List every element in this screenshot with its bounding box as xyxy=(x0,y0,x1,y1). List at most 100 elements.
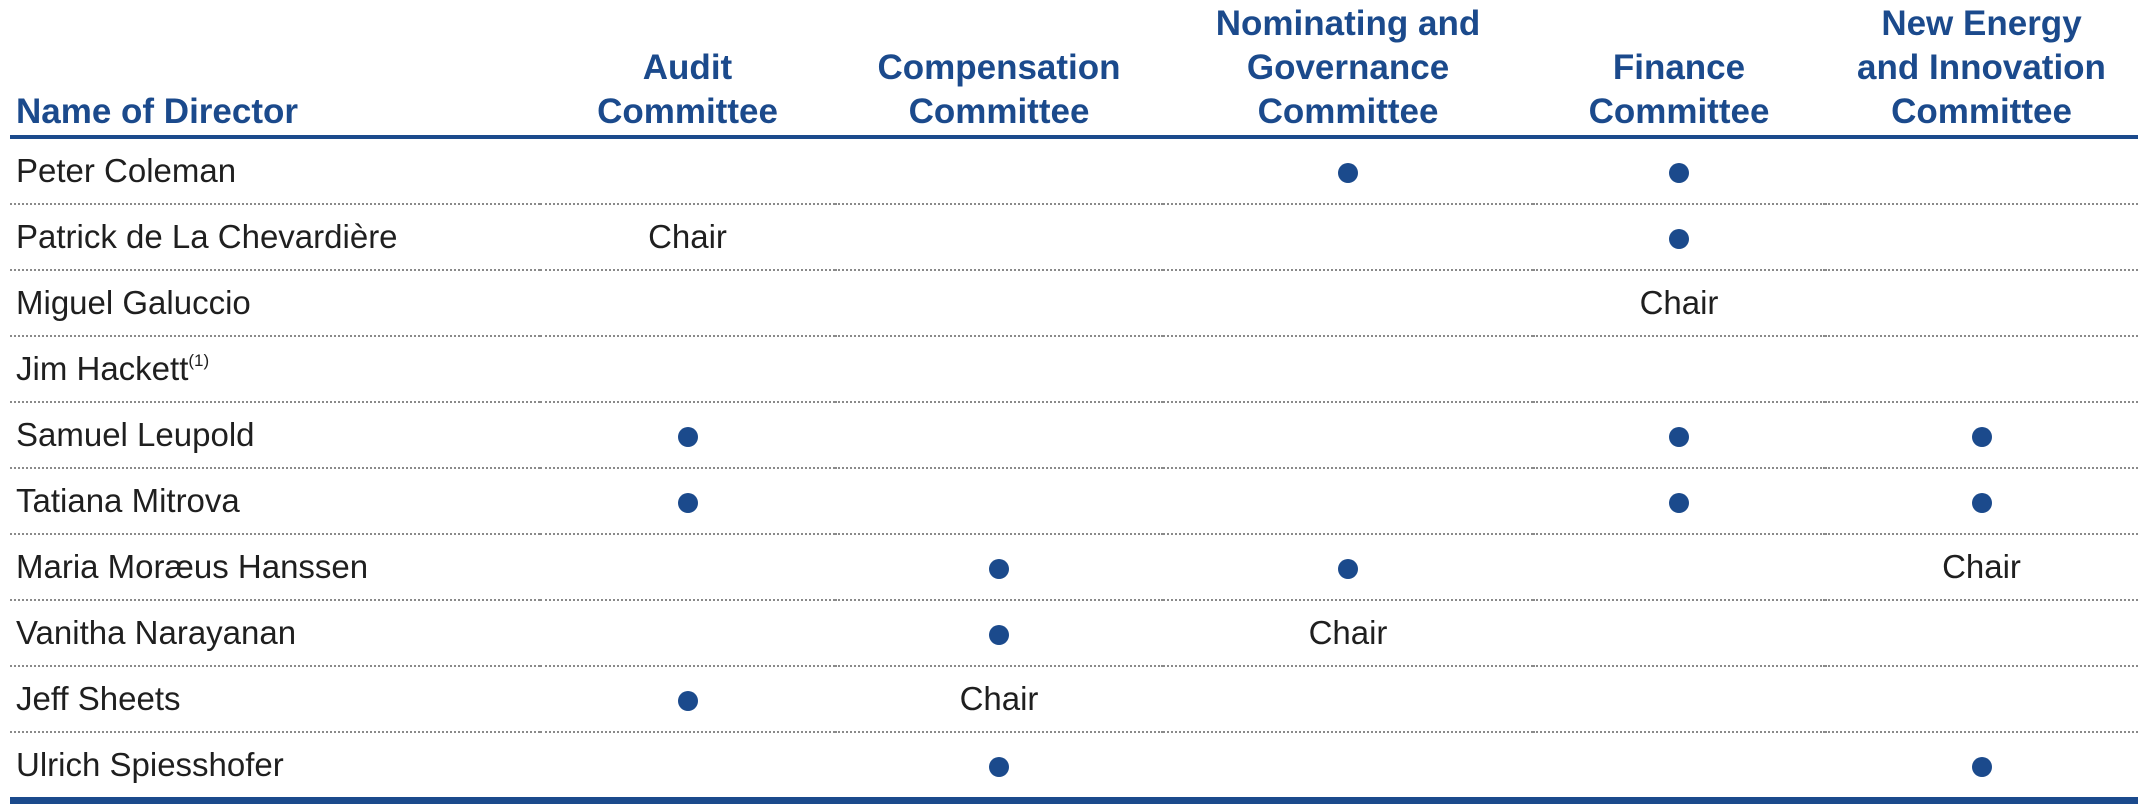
director-name: Peter Coleman xyxy=(16,152,237,189)
nominating-governance-cell xyxy=(1163,666,1533,733)
audit-cell xyxy=(540,402,835,469)
table-row: Samuel Leupold xyxy=(10,402,2138,469)
member-dot-icon xyxy=(989,757,1009,778)
new-energy-innovation-cell xyxy=(1825,270,2138,337)
header-line: Nominating and xyxy=(1215,4,1481,43)
new-energy-innovation-cell xyxy=(1825,468,2138,535)
chair-label: Chair xyxy=(648,218,727,255)
director-name: Samuel Leupold xyxy=(16,416,255,453)
nominating-governance-cell xyxy=(1163,468,1533,535)
audit-cell xyxy=(540,600,835,667)
nominating-governance-cell xyxy=(1163,402,1533,469)
audit-cell xyxy=(540,534,835,601)
director-name-cell: Jim Hackett(1) xyxy=(10,336,540,403)
director-name-cell: Tatiana Mitrova xyxy=(10,468,540,535)
table-row: Jeff Sheets Chair xyxy=(10,666,2138,733)
compensation-cell xyxy=(835,270,1163,337)
member-dot-icon xyxy=(1669,229,1689,250)
audit-cell xyxy=(540,666,835,733)
new-energy-innovation-cell xyxy=(1825,732,2138,804)
member-dot-icon xyxy=(677,493,698,514)
director-name: Patrick de La Chevardière xyxy=(16,218,398,255)
finance-cell xyxy=(1533,600,1825,667)
compensation-cell xyxy=(835,600,1163,667)
nominating-governance-cell xyxy=(1163,336,1533,403)
new-energy-innovation-cell xyxy=(1825,402,2138,469)
compensation-cell xyxy=(835,534,1163,601)
new-energy-innovation-cell xyxy=(1825,600,2138,667)
compensation-cell xyxy=(835,137,1163,205)
director-name-cell: Peter Coleman xyxy=(10,137,540,205)
finance-cell xyxy=(1533,534,1825,601)
member-dot-icon xyxy=(1669,427,1689,448)
table-row: Maria Moræus Hanssen Chair xyxy=(10,534,2138,601)
header-compensation-committee: Compensation Committee xyxy=(835,0,1163,139)
table-header: Name of Director Audit Committee Compens… xyxy=(10,0,2138,139)
table-row: Peter Coleman xyxy=(10,137,2138,205)
finance-cell: Chair xyxy=(1533,270,1825,337)
finance-cell xyxy=(1533,666,1825,733)
member-dot-icon xyxy=(1971,493,1992,514)
finance-cell xyxy=(1533,336,1825,403)
table-row: Jim Hackett(1) xyxy=(10,336,2138,403)
header-audit-committee: Audit Committee xyxy=(540,0,835,139)
member-dot-icon xyxy=(1338,163,1358,184)
director-name-cell: Jeff Sheets xyxy=(10,666,540,733)
audit-cell xyxy=(540,468,835,535)
header-line: Governance xyxy=(1246,48,1450,87)
header-line: Committee xyxy=(1588,92,1770,131)
chair-label: Chair xyxy=(1639,284,1719,321)
nominating-governance-cell: Chair xyxy=(1163,600,1533,667)
compensation-cell xyxy=(835,204,1163,271)
audit-cell: Chair xyxy=(540,204,835,271)
finance-cell xyxy=(1533,204,1825,271)
header-line: Committee xyxy=(908,92,1090,131)
new-energy-innovation-cell xyxy=(1825,137,2138,205)
table-body: Peter Coleman Patrick de La Chevardière Ch… xyxy=(10,137,2138,804)
new-energy-innovation-cell xyxy=(1825,666,2138,733)
chair-label: Chair xyxy=(1942,548,2021,585)
header-nominating-governance-committee: Nominating and Governance Committee xyxy=(1163,0,1533,139)
new-energy-innovation-cell xyxy=(1825,204,2138,271)
member-dot-icon xyxy=(1669,163,1689,184)
table-row: Tatiana Mitrova xyxy=(10,468,2138,535)
table-row: Patrick de La Chevardière Chair xyxy=(10,204,2138,271)
finance-cell xyxy=(1533,137,1825,205)
director-name: Maria Moræus Hanssen xyxy=(16,548,369,585)
header-line: Committee xyxy=(1891,92,2072,131)
nominating-governance-cell xyxy=(1163,204,1533,271)
compensation-cell xyxy=(835,732,1163,804)
director-name: Ulrich Spiesshofer xyxy=(16,746,284,783)
audit-cell xyxy=(540,336,835,403)
header-line: Committee xyxy=(1257,92,1439,131)
member-dot-icon xyxy=(989,625,1009,646)
new-energy-innovation-cell: Chair xyxy=(1825,534,2138,601)
header-name-of-director: Name of Director xyxy=(10,0,540,139)
header-line: New Energy xyxy=(1881,4,2082,43)
director-name-cell: Vanitha Narayanan xyxy=(10,600,540,667)
director-name-cell: Patrick de La Chevardière xyxy=(10,204,540,271)
chair-label: Chair xyxy=(1308,614,1388,651)
table-row: Vanitha Narayanan Chair xyxy=(10,600,2138,667)
compensation-cell xyxy=(835,468,1163,535)
director-name: Vanitha Narayanan xyxy=(16,614,297,651)
audit-cell xyxy=(540,137,835,205)
footnote-marker: (1) xyxy=(188,351,210,370)
member-dot-icon xyxy=(1338,559,1358,580)
member-dot-icon xyxy=(677,427,698,448)
member-dot-icon xyxy=(677,691,698,712)
member-dot-icon xyxy=(1669,493,1689,514)
director-name: Tatiana Mitrova xyxy=(16,482,240,519)
director-name-cell: Samuel Leupold xyxy=(10,402,540,469)
director-name: Miguel Galuccio xyxy=(16,284,251,321)
finance-cell xyxy=(1533,732,1825,804)
committee-membership-table-container: Name of Director Audit Committee Compens… xyxy=(10,0,2138,804)
director-name-cell: Maria Moræus Hanssen xyxy=(10,534,540,601)
committee-membership-table: Name of Director Audit Committee Compens… xyxy=(10,0,2138,804)
member-dot-icon xyxy=(1971,757,1992,778)
header-line: Compensation xyxy=(877,48,1121,87)
director-name: Jeff Sheets xyxy=(16,680,181,717)
nominating-governance-cell xyxy=(1163,732,1533,804)
audit-cell xyxy=(540,270,835,337)
table-row: Miguel Galuccio Chair xyxy=(10,270,2138,337)
